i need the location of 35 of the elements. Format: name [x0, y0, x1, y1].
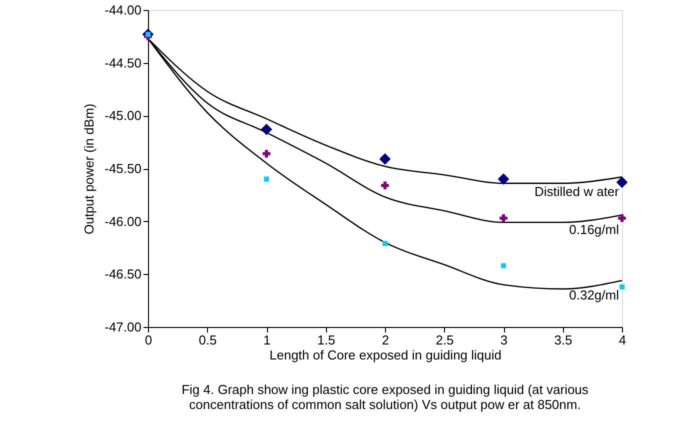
x-axis-title: Length of Core exposed in guiding liquid: [269, 348, 502, 362]
y-tick-label: -45.50: [104, 161, 142, 176]
x-tick-label: 1.5: [317, 332, 336, 348]
text: concentrations of common salt solution) Vs output pow er at 850nm.: [189, 397, 581, 412]
point: [500, 214, 508, 222]
x-tick-label: 2.5: [436, 332, 454, 348]
y-axis-title: Output power (in dBm): [82, 104, 97, 234]
series-label: 0.32g/ml: [569, 288, 620, 303]
point: [620, 284, 624, 290]
x-tick-label: 1: [263, 332, 271, 348]
point: [501, 263, 506, 268]
point: [264, 176, 269, 182]
x-tick-label: 3: [500, 332, 508, 348]
point: [381, 182, 389, 190]
y-tick-label: -44.50: [104, 55, 142, 70]
y-tick-label: -46.00: [104, 214, 142, 229]
y-tick-label: -45.00: [104, 108, 142, 124]
x-tick-label: 4: [618, 332, 626, 348]
x-tick-label: 3.5: [554, 332, 572, 348]
x-tick-label: 0.5: [198, 332, 217, 348]
y-tick-label: -47.00: [104, 320, 142, 334]
caption: Fig 4. Graph show ing plastic core exposed in guiding liquid (at various: [182, 382, 589, 397]
x-tick-label: 0: [144, 332, 152, 348]
point: [379, 153, 391, 165]
point: [262, 150, 270, 158]
y-tick-label: -44.00: [104, 2, 142, 18]
x-tick-label: 2: [382, 332, 390, 348]
series-label: Distilled w ater: [534, 184, 620, 199]
point: [616, 176, 628, 188]
point: [498, 173, 510, 185]
point: [618, 214, 626, 222]
point: [382, 241, 388, 246]
series-label: 0.16g/ml: [569, 222, 620, 237]
y-tick-label: -46.50: [104, 266, 142, 282]
point: [260, 124, 272, 136]
